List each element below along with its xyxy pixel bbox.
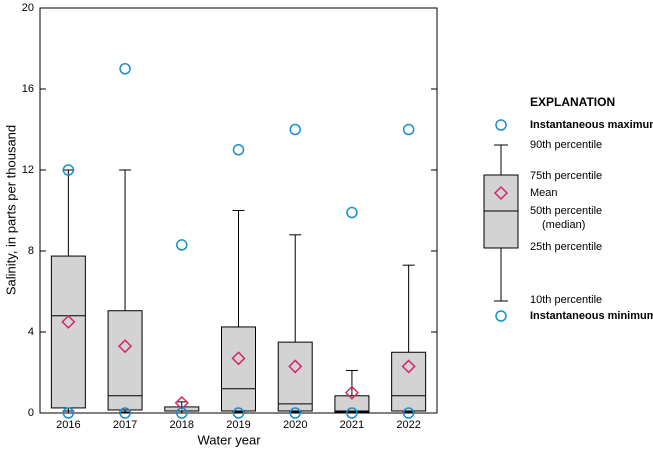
legend-p90: 90th percentile <box>530 139 602 151</box>
legend-min: Instantaneous minimum <box>530 310 653 322</box>
legend-mean-symbol <box>493 185 509 201</box>
min-marker <box>176 407 188 419</box>
min-marker <box>289 407 301 419</box>
mean-marker <box>174 395 189 410</box>
x-tick-label: 2021 <box>340 419 364 431</box>
x-tick-label: 2020 <box>283 419 307 431</box>
legend-p25: 25th percentile <box>530 241 602 253</box>
min-marker <box>62 407 75 419</box>
box <box>277 341 313 412</box>
x-tick-label: 2018 <box>170 419 194 431</box>
x-tick-label: 2016 <box>56 419 80 431</box>
y-tick-label: 8 <box>28 245 34 257</box>
legend-median-text: 50th percentile <box>530 205 602 217</box>
x-axis-label: Water year <box>197 432 261 447</box>
x-tick-label: 2022 <box>396 419 420 431</box>
y-tick-label: 4 <box>28 326 34 338</box>
max-marker <box>176 239 188 251</box>
x-tick-label: 2019 <box>226 419 250 431</box>
max-marker <box>119 63 131 75</box>
max-marker <box>402 123 415 136</box>
y-tick-label: 12 <box>22 164 34 176</box>
mean-marker <box>231 351 246 366</box>
mean-marker <box>118 339 133 354</box>
legend-max-symbol <box>495 119 507 131</box>
box <box>50 255 86 409</box>
legend-median-note: (median) <box>542 219 585 231</box>
mean-marker <box>401 359 416 374</box>
box <box>221 326 256 412</box>
min-marker <box>119 407 131 419</box>
y-tick-label: 20 <box>22 2 34 14</box>
box <box>334 395 370 413</box>
max-marker <box>289 123 301 136</box>
max-marker <box>232 144 245 156</box>
min-marker <box>402 407 415 419</box>
y-axis-label: Salinity, in parts per thousand <box>3 125 18 295</box>
legend-max: Instantaneous maximum <box>530 119 653 131</box>
min-marker <box>232 407 245 419</box>
y-tick-label: 0 <box>28 407 34 419</box>
mean-marker <box>344 385 359 400</box>
legend: EXPLANATION Instantaneous maximum 90th p… <box>483 95 653 322</box>
max-marker <box>346 206 358 219</box>
box <box>391 351 427 412</box>
legend-title: EXPLANATION <box>530 95 615 109</box>
legend-mean: Mean <box>530 187 558 199</box>
legend-p75: 75th percentile <box>530 170 602 182</box>
mean-marker <box>288 359 303 374</box>
mean-marker <box>61 314 76 329</box>
legend-p10: 10th percentile <box>530 294 602 306</box>
max-marker <box>62 164 75 176</box>
legend-min-symbol <box>495 310 507 322</box>
y-tick-label: 16 <box>22 83 34 95</box>
min-marker <box>346 407 358 419</box>
box <box>107 310 143 411</box>
x-tick-label: 2017 <box>113 419 137 431</box>
